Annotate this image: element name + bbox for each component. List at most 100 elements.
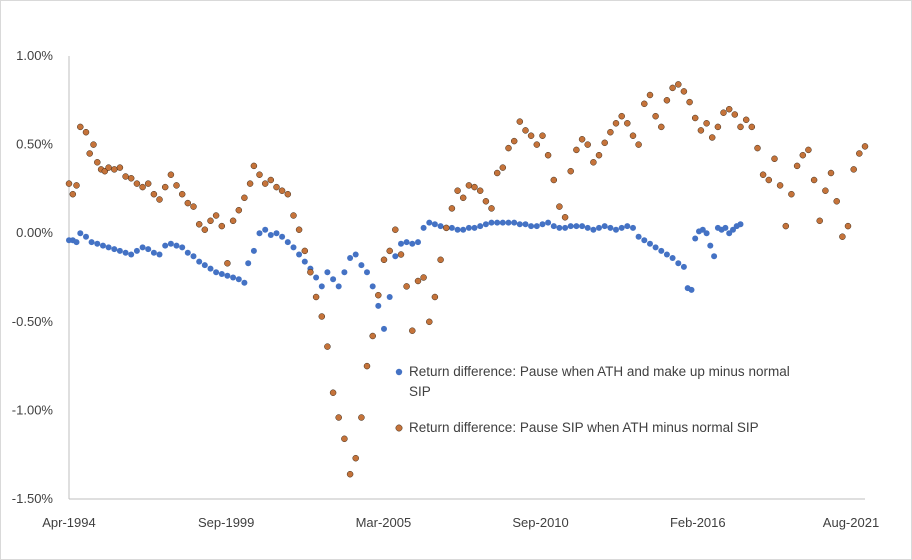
x-tick-label: Mar-2005 — [356, 515, 412, 530]
data-point — [256, 171, 263, 178]
data-point — [346, 470, 354, 478]
data-point — [312, 293, 320, 301]
data-point — [680, 263, 687, 270]
data-point — [454, 226, 461, 233]
data-point — [290, 212, 297, 219]
data-point — [420, 274, 427, 281]
data-point — [105, 244, 112, 251]
data-point — [279, 233, 286, 240]
data-point — [579, 223, 586, 230]
data-point — [347, 255, 354, 261]
data-point — [675, 81, 682, 88]
data-point — [726, 230, 733, 237]
data-point — [443, 224, 450, 232]
data-point — [669, 255, 676, 261]
data-point — [607, 224, 614, 231]
data-point — [742, 116, 750, 124]
data-point — [567, 223, 574, 230]
data-point — [218, 222, 226, 230]
data-point — [765, 176, 773, 184]
data-point — [369, 283, 376, 290]
data-point — [224, 260, 231, 267]
data-point — [341, 435, 348, 443]
data-point — [392, 226, 399, 233]
data-point — [162, 242, 169, 249]
data-point — [179, 244, 186, 251]
data-point — [816, 217, 823, 225]
data-point — [658, 247, 665, 254]
data-point — [161, 183, 169, 191]
data-point — [550, 223, 557, 230]
data-point — [499, 164, 507, 171]
data-point — [116, 164, 124, 171]
data-point — [573, 146, 580, 154]
data-point — [731, 111, 739, 118]
data-point — [241, 194, 248, 202]
data-point — [403, 239, 410, 246]
data-point — [90, 141, 97, 148]
data-point — [122, 249, 129, 256]
data-point — [505, 144, 512, 152]
data-point — [426, 219, 433, 226]
data-point — [73, 239, 80, 246]
data-point — [128, 251, 135, 258]
data-point — [539, 221, 546, 228]
y-tick-label: 1.00% — [16, 48, 53, 63]
data-point — [190, 253, 197, 260]
y-tick-label: -0.50% — [12, 314, 54, 329]
data-point — [415, 239, 421, 246]
data-point — [77, 230, 84, 237]
data-point — [235, 206, 243, 214]
data-point — [647, 240, 653, 247]
data-point — [358, 262, 365, 269]
data-point — [77, 123, 84, 131]
data-point — [178, 190, 186, 198]
data-point — [150, 249, 157, 256]
data-point — [127, 175, 135, 182]
data-point — [358, 414, 365, 421]
data-point — [296, 251, 303, 258]
data-point — [381, 325, 387, 332]
data-point — [111, 166, 118, 173]
data-point — [341, 269, 348, 276]
data-point — [218, 271, 225, 277]
data-point — [273, 230, 280, 237]
data-point — [703, 120, 710, 127]
data-point — [230, 274, 237, 281]
data-point — [494, 219, 501, 226]
data-point — [629, 132, 637, 139]
data-point — [184, 249, 191, 256]
data-point — [545, 219, 552, 226]
data-point — [94, 159, 101, 166]
data-point — [190, 203, 197, 210]
data-point — [133, 180, 141, 187]
data-point — [414, 277, 422, 285]
data-point — [544, 151, 552, 159]
data-point — [692, 235, 699, 242]
data-point — [827, 169, 835, 177]
data-point — [799, 151, 807, 159]
x-tick-label: Aug-2021 — [823, 515, 879, 530]
data-point — [318, 283, 325, 290]
data-point — [335, 283, 342, 290]
data-point — [184, 199, 192, 207]
data-point — [196, 258, 203, 265]
data-point — [448, 224, 455, 231]
data-point — [83, 233, 89, 240]
data-point — [482, 198, 490, 205]
data-point — [224, 272, 231, 279]
data-point — [711, 253, 718, 260]
data-point — [590, 159, 597, 166]
data-point — [330, 276, 337, 283]
data-point — [352, 454, 359, 462]
y-tick-label: 0.50% — [16, 137, 53, 152]
data-point — [510, 137, 518, 145]
data-point — [409, 240, 416, 247]
data-point — [601, 223, 608, 230]
data-point — [250, 162, 258, 170]
data-point — [516, 118, 524, 125]
data-point — [235, 276, 242, 283]
data-point — [793, 162, 801, 170]
data-point — [658, 123, 665, 131]
